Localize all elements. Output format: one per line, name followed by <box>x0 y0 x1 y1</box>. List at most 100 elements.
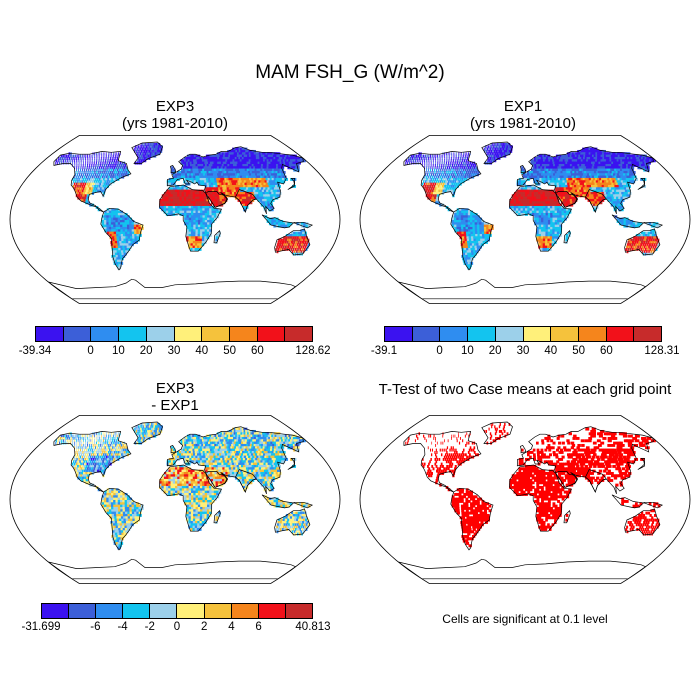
map-cell <box>451 187 454 191</box>
map-cell <box>195 177 199 181</box>
map-cell <box>104 170 106 174</box>
map-cell <box>80 182 82 186</box>
map-cell <box>255 189 259 193</box>
map-cell <box>182 163 186 167</box>
map-cell <box>72 180 75 184</box>
map-cell <box>495 145 498 149</box>
map-cell <box>188 212 192 216</box>
map-cell <box>197 196 201 200</box>
map-cell <box>245 187 250 191</box>
map-cell <box>199 175 203 179</box>
map-cell <box>540 166 544 170</box>
map-cell <box>469 161 472 165</box>
map-cell <box>103 168 105 172</box>
map-cell <box>534 205 537 209</box>
map-cell <box>424 173 427 177</box>
map-cell <box>94 161 96 165</box>
map-cell <box>549 173 552 177</box>
map-cell <box>437 191 440 195</box>
map-cell <box>139 149 141 153</box>
map-cell <box>556 229 560 233</box>
map-cell <box>649 233 652 237</box>
map-cell <box>183 156 187 160</box>
map-cell <box>643 250 646 254</box>
map-cell <box>478 243 482 247</box>
map-cell <box>438 189 441 193</box>
map-cell <box>202 161 206 165</box>
map-cell <box>181 184 185 188</box>
map-cell <box>574 177 578 181</box>
map-cell <box>410 161 412 165</box>
map-cell <box>583 173 587 177</box>
map-cell <box>436 161 438 165</box>
map-cell <box>503 145 505 149</box>
map-cell <box>657 224 661 228</box>
map-cell <box>207 187 211 191</box>
map-cell <box>572 180 577 184</box>
map-cell <box>601 170 606 174</box>
map-cell <box>540 198 544 202</box>
map-cell <box>215 156 219 160</box>
map-cell <box>128 240 132 244</box>
map-cell <box>170 191 174 195</box>
map-cell <box>168 208 172 212</box>
map-cell <box>542 166 545 170</box>
map-cell <box>249 201 253 205</box>
map-cell <box>597 170 602 174</box>
map-cell <box>175 189 178 193</box>
map-cell <box>547 217 551 221</box>
map-cell <box>578 170 582 174</box>
map-cell <box>205 173 209 177</box>
map-cell <box>304 245 307 249</box>
map-cell <box>495 156 497 160</box>
map-cell <box>161 145 163 149</box>
map-cell <box>199 191 203 195</box>
map-cell <box>138 425 140 429</box>
map-cell <box>581 168 585 172</box>
map-cell <box>204 163 208 167</box>
map-cell <box>555 175 559 179</box>
map-cell <box>615 187 619 191</box>
map-cell <box>561 175 565 179</box>
map-cell <box>231 180 235 184</box>
map-cell <box>255 173 259 177</box>
map-cell <box>113 163 115 167</box>
map-cell <box>190 189 194 193</box>
map-cell <box>624 189 629 193</box>
map-cell <box>157 149 159 153</box>
map-cell <box>522 196 526 200</box>
map-cell <box>531 210 535 214</box>
map-cell <box>557 219 560 223</box>
map-cell <box>202 205 206 209</box>
map-cell <box>278 219 281 223</box>
map-cell <box>212 191 216 195</box>
map-cell <box>405 161 407 165</box>
map-cell <box>188 224 192 228</box>
map-cell <box>496 147 498 151</box>
map-cell <box>593 180 598 184</box>
map-cell <box>255 170 260 174</box>
map-cell <box>429 196 432 200</box>
map-cell <box>520 194 524 198</box>
map-cell <box>119 252 123 256</box>
map-cell <box>287 245 290 249</box>
map-cell <box>488 229 492 233</box>
map-cell <box>137 154 139 158</box>
map-cell <box>121 170 124 174</box>
map-cell <box>591 196 595 200</box>
map-cell <box>547 166 551 170</box>
map-cell <box>180 161 184 165</box>
map-cell <box>545 226 549 230</box>
map-cell <box>426 182 428 186</box>
map-cell <box>191 212 194 216</box>
map-cell <box>542 201 546 205</box>
map-cell <box>567 198 571 202</box>
map-cell <box>109 152 111 156</box>
map-cell <box>97 180 100 184</box>
map-cell <box>140 161 142 165</box>
map-cell <box>95 156 97 160</box>
map-cell <box>270 189 275 193</box>
map-cell <box>64 161 66 165</box>
map-cell <box>538 226 542 230</box>
map-cell <box>186 168 190 172</box>
